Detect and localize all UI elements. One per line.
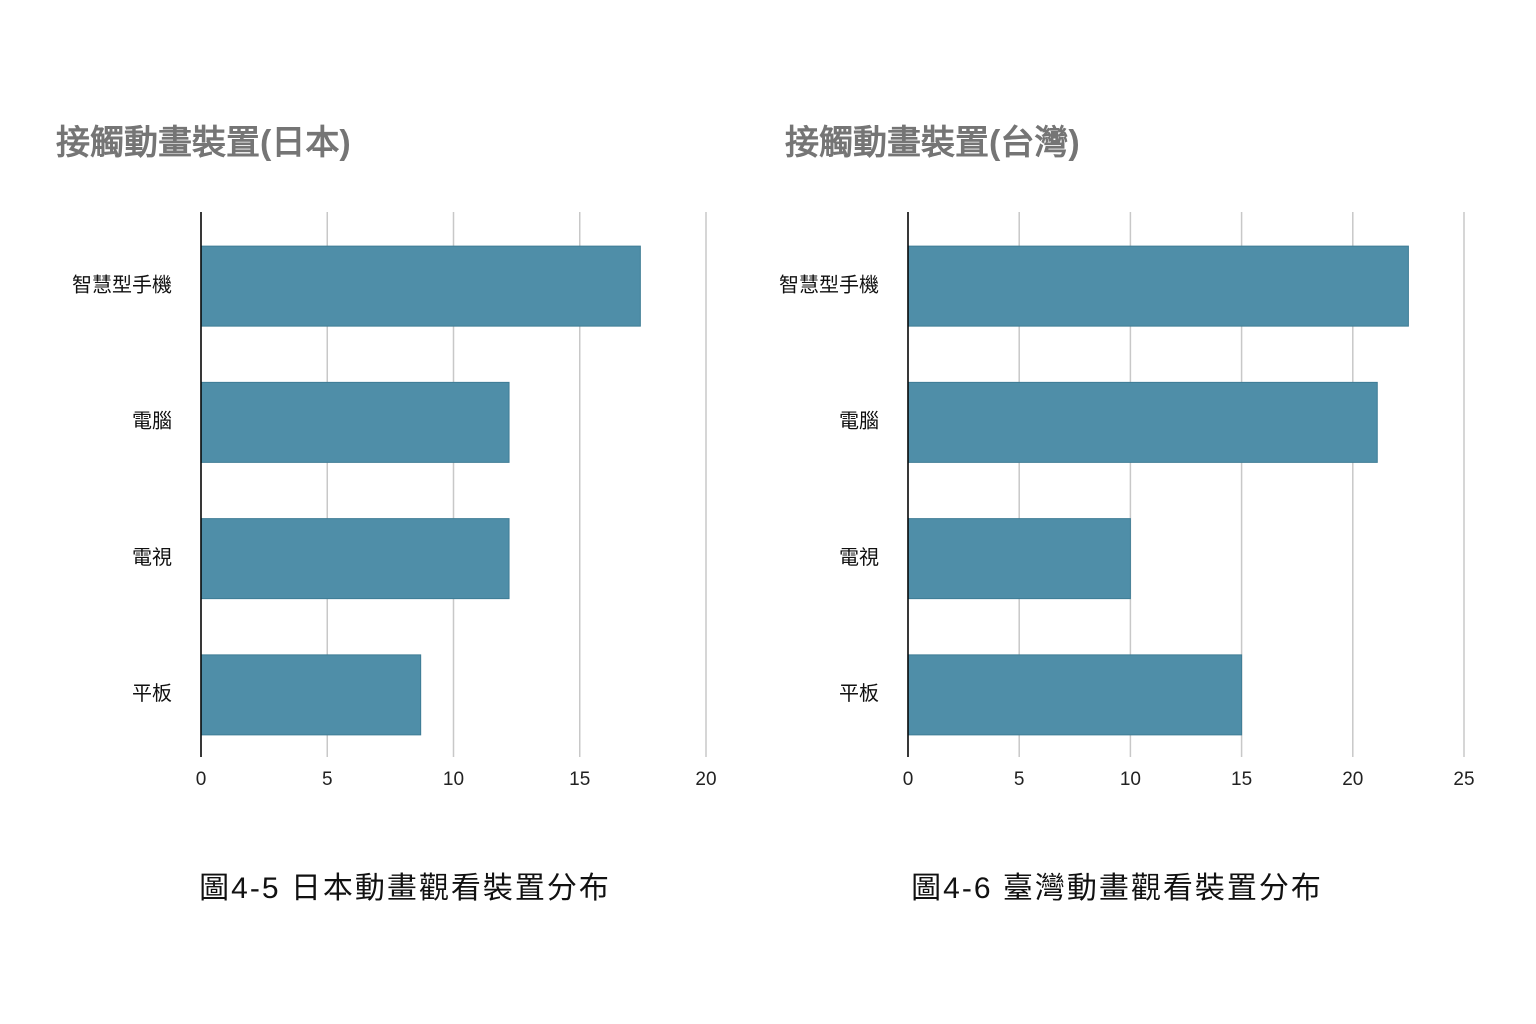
bar bbox=[200, 654, 422, 736]
chart-title: 接觸動畫裝置(台灣) bbox=[785, 124, 1080, 162]
x-tick-label: 15 bbox=[569, 769, 590, 790]
x-tick-label: 0 bbox=[903, 769, 914, 790]
y-tick-label: 電腦 bbox=[839, 410, 879, 433]
caption: 圖4-5 日本動畫觀看裝置分布 bbox=[199, 872, 611, 905]
x-tick-label: 5 bbox=[322, 769, 333, 790]
y-tick-label: 智慧型手機 bbox=[779, 273, 879, 296]
bar bbox=[907, 381, 1378, 463]
y-tick-label: 智慧型手機 bbox=[72, 273, 172, 296]
x-tick-label: 0 bbox=[196, 769, 207, 790]
bar bbox=[907, 654, 1243, 736]
bar bbox=[200, 245, 641, 327]
x-tick-label: 10 bbox=[1120, 769, 1141, 790]
x-tick-label: 10 bbox=[443, 769, 464, 790]
y-tick-label: 平板 bbox=[839, 682, 879, 705]
x-tick-label: 15 bbox=[1231, 769, 1252, 790]
y-tick-label: 電視 bbox=[839, 546, 879, 569]
x-tick-label: 20 bbox=[1342, 769, 1363, 790]
x-tick-label: 5 bbox=[1014, 769, 1025, 790]
bar bbox=[907, 518, 1131, 600]
x-tick-label: 20 bbox=[695, 769, 716, 790]
bar bbox=[200, 518, 510, 600]
caption: 圖4-6 臺灣動畫觀看裝置分布 bbox=[911, 872, 1323, 905]
x-tick-label: 25 bbox=[1453, 769, 1474, 790]
chart-title: 接觸動畫裝置(日本) bbox=[56, 124, 351, 162]
y-tick-label: 電視 bbox=[132, 546, 172, 569]
y-tick-label: 電腦 bbox=[132, 410, 172, 433]
y-tick-label: 平板 bbox=[132, 682, 172, 705]
bar bbox=[200, 381, 510, 463]
bar bbox=[907, 245, 1409, 327]
